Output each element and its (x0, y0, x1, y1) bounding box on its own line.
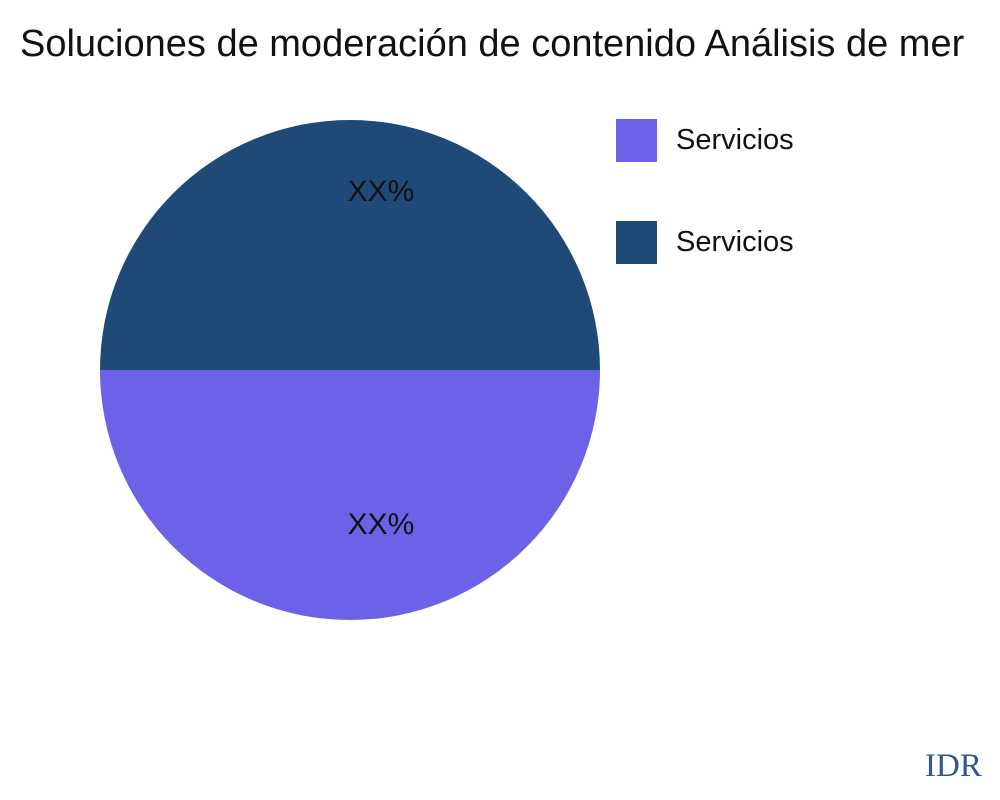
legend: Servicios Servicios (616, 119, 794, 264)
pie-slice-label-top: XX% (347, 175, 415, 208)
pie-slice-bottom (100, 370, 600, 620)
pie-slice-top (100, 120, 600, 370)
legend-swatch-navy (616, 221, 657, 264)
watermark-idr: IDR (925, 748, 982, 784)
legend-item-navy: Servicios (616, 221, 794, 264)
legend-item-purple: Servicios (616, 119, 794, 162)
pie-slice-label-bottom: XX% (347, 508, 415, 541)
pie-chart (100, 120, 600, 620)
legend-label: Servicios (676, 226, 794, 258)
chart-title: Soluciones de moderación de contenido An… (20, 23, 965, 65)
legend-swatch-purple (616, 119, 657, 162)
legend-label: Servicios (676, 124, 794, 156)
